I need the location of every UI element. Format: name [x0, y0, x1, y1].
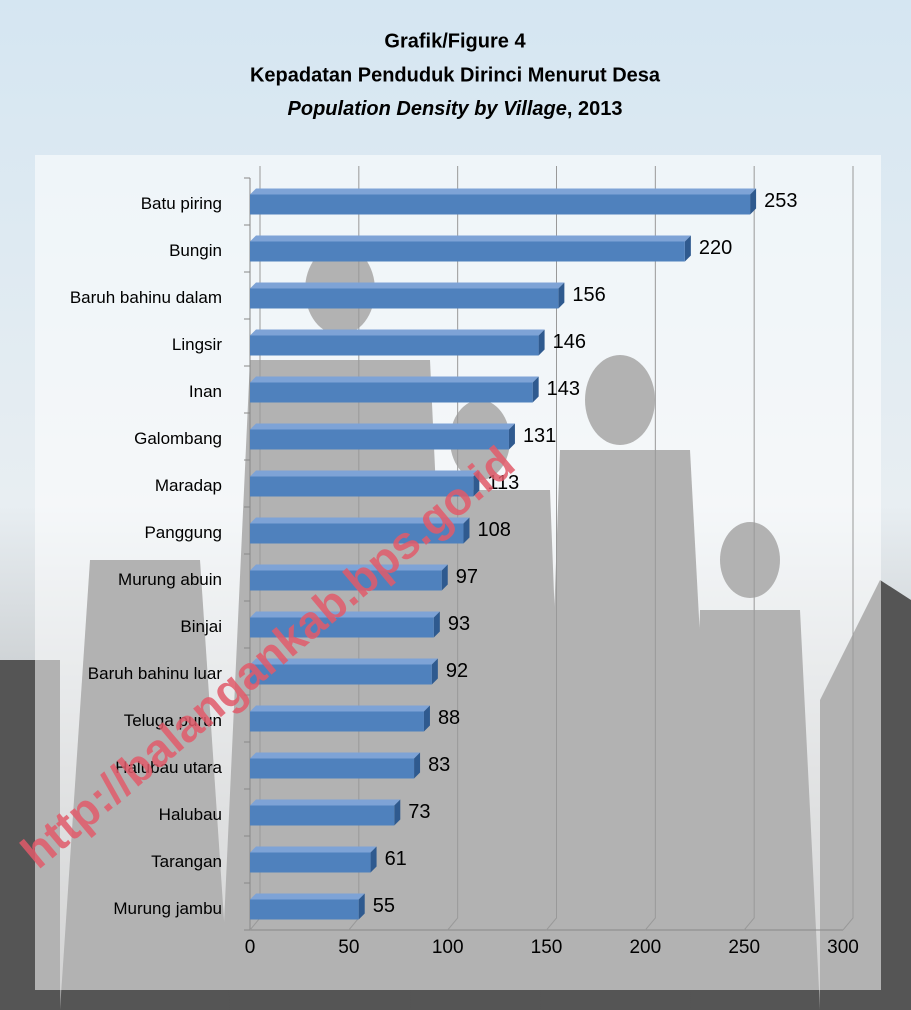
y-tick-label: Lingsir [172, 335, 222, 354]
x-tick-label: 0 [245, 937, 256, 958]
bar-front [250, 900, 359, 920]
bar-front [250, 853, 371, 873]
bar [250, 236, 691, 262]
bar-front [250, 806, 394, 826]
value-label: 220 [699, 237, 732, 259]
chart: Grafik/Figure 4 Kepadatan Penduduk Dirin… [0, 0, 911, 1010]
bar-top [250, 189, 756, 195]
chart-title-en: Population Density by Village [288, 98, 567, 120]
bar-front [250, 195, 750, 215]
value-label: 156 [572, 284, 605, 306]
bar-front [250, 712, 424, 732]
chart-title: Grafik/Figure 4 [384, 30, 526, 52]
y-tick-label: Baruh bahinu dalam [70, 288, 222, 307]
value-label: 143 [547, 378, 580, 400]
value-label: 92 [446, 660, 468, 682]
x-tick-label: 50 [338, 937, 359, 958]
bar-top [250, 377, 539, 383]
value-label: 93 [448, 613, 470, 635]
bar-top [250, 800, 400, 806]
y-tick-label: Panggung [144, 523, 222, 542]
bar [250, 894, 365, 920]
value-label: 97 [456, 566, 478, 588]
y-tick-label: Inan [189, 382, 222, 401]
y-tick-label: Binjai [180, 617, 222, 636]
value-label: 73 [408, 801, 430, 823]
bar [250, 847, 377, 873]
value-label: 253 [764, 190, 797, 212]
chart-title: Kepadatan Penduduk Dirinci Menurut Desa [250, 64, 661, 86]
value-label: 83 [428, 754, 450, 776]
bar-top [250, 236, 691, 242]
bar-top [250, 706, 430, 712]
bar [250, 800, 400, 826]
value-label: 55 [373, 895, 395, 917]
chart-title-year: , 2013 [567, 98, 623, 120]
bar-front [250, 336, 539, 356]
x-tick-label: 250 [728, 937, 760, 958]
y-tick-label: Murung jambu [113, 899, 222, 918]
bar [250, 283, 564, 309]
bar-top [250, 424, 515, 430]
x-tick-label: 100 [432, 937, 464, 958]
bar-top [250, 753, 420, 759]
value-label: 61 [385, 848, 407, 870]
bar-top [250, 330, 545, 336]
bar-front [250, 289, 558, 309]
y-tick-label: Galombang [134, 429, 222, 448]
bar-front [250, 242, 685, 262]
bar [250, 706, 430, 732]
y-tick-label: Halubau [159, 805, 222, 824]
y-tick-label: Bungin [169, 241, 222, 260]
bar-front [250, 430, 509, 450]
bar-front [250, 383, 533, 403]
bar-top [250, 894, 365, 900]
y-tick-label: Maradap [155, 476, 222, 495]
x-tick-label: 150 [531, 937, 563, 958]
y-tick-label: Murung abuin [118, 570, 222, 589]
value-label: 88 [438, 707, 460, 729]
value-label: 146 [553, 331, 586, 353]
bar [250, 377, 539, 403]
bar-front [250, 759, 414, 779]
bar-top [250, 847, 377, 853]
x-tick-label: 300 [827, 937, 859, 958]
bar [250, 753, 420, 779]
y-tick-label: Tarangan [151, 852, 222, 871]
y-tick-label: Batu piring [141, 194, 222, 213]
value-label: 108 [477, 519, 510, 541]
bar-top [250, 283, 564, 289]
bar [250, 330, 545, 356]
value-label: 131 [523, 425, 556, 447]
bar [250, 189, 756, 215]
chart-title: Population Density by Village, 2013 [288, 98, 623, 120]
x-tick-label: 200 [629, 937, 661, 958]
bar [250, 424, 515, 450]
